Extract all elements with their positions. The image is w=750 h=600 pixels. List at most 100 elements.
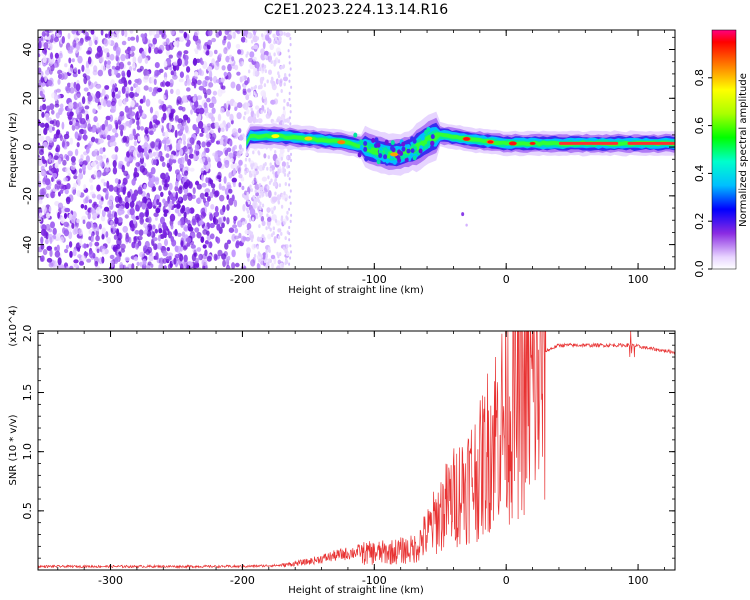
spectrogram-noise-cell	[183, 114, 189, 121]
spectrogram-noise-cell	[265, 249, 268, 254]
snr-background	[38, 331, 675, 570]
spectrogram-noise-cell	[277, 235, 281, 240]
spectrogram-noise-cell	[183, 140, 186, 145]
spectrogram-noise-cell	[198, 85, 205, 91]
spectrogram-noise-cell	[233, 182, 236, 188]
spectrogram-noise-cell	[233, 144, 237, 150]
spectrogram-noise-cell	[94, 241, 100, 247]
spectrogram-noise-cell	[217, 150, 223, 156]
spectrogram-noise-cell	[205, 51, 210, 56]
spectrogram-noise-cell	[117, 90, 121, 96]
spectrogram-noise-cell	[284, 118, 287, 123]
spectrogram-noise-cell	[243, 84, 246, 89]
spectrogram-noise-cell	[101, 248, 105, 255]
spectrogram-noise-cell	[158, 185, 162, 192]
spectrogram-noise-cell	[283, 98, 286, 103]
spectrogram-noise-cell	[264, 69, 267, 74]
spectrogram-noise-cell	[232, 224, 238, 229]
spectrogram-noise-cell	[278, 168, 284, 173]
spectrogram-noise-cell	[251, 180, 255, 185]
spectrogram-ridge-blob	[357, 152, 362, 158]
spectrogram-ridge-blob	[353, 132, 358, 138]
spectrogram-noise-cell	[90, 30, 95, 35]
spectrogram-ridge-blob	[390, 140, 395, 146]
spectrogram-noise-cell	[101, 256, 105, 264]
spectrogram-noise-cell	[139, 165, 146, 173]
spectrogram-noise-cell	[289, 43, 292, 47]
spectrogram-noise-cell	[183, 31, 188, 39]
spectrogram-noise-cell	[136, 166, 140, 172]
spectrogram-noise-cell	[219, 194, 225, 202]
spectrogram-noise-cell	[273, 236, 277, 244]
spectrogram-noise-cell	[241, 61, 244, 66]
spectrogram-noise-cell	[237, 128, 242, 134]
spectrogram-noise-cell	[53, 266, 59, 269]
spectrogram-noise-cell	[238, 134, 244, 141]
spectrogram-noise-cell	[133, 236, 137, 244]
spectrogram-noise-cell	[70, 82, 75, 88]
spectrogram-noise-cell	[66, 183, 71, 190]
spectrogram-noise-cell	[156, 87, 163, 93]
spectrogram-noise-cell	[187, 223, 192, 232]
spectrogram-noise-cell	[256, 110, 260, 118]
spectrogram-ridge-blob	[364, 156, 369, 162]
spectrogram-noise-cell	[73, 175, 78, 180]
spectrogram-noise-cell	[276, 265, 281, 269]
spectrogram-noise-cell	[153, 212, 159, 217]
spectrogram-noise-cell	[272, 226, 275, 231]
spectrogram-noise-cell	[185, 42, 190, 47]
spectrogram-noise-cell	[216, 223, 221, 231]
spectrogram-noise-cell	[144, 47, 148, 56]
spectrogram-noise-cell	[126, 112, 131, 119]
spectrogram-noise-cell	[48, 125, 53, 133]
spectrogram-noise-cell	[56, 185, 60, 190]
spectrogram-noise-cell	[163, 209, 169, 214]
colorbar-tick-label: 0.8	[693, 69, 706, 87]
spectrogram-noise-cell	[186, 87, 191, 92]
spectrogram-noise-cell	[221, 185, 226, 191]
spectrogram-noise-cell	[103, 206, 110, 212]
spectrogram-noise-cell	[279, 252, 282, 257]
spectrogram-noise-cell	[133, 256, 139, 261]
spectrogram-noise-cell	[57, 211, 60, 219]
spectrogram-noise-cell	[132, 150, 137, 157]
spectrogram-noise-cell	[128, 79, 132, 85]
spectrogram-xtick-label: 0	[503, 273, 510, 286]
spectrogram-noise-cell	[182, 194, 188, 201]
spectrogram-noise-cell	[257, 251, 261, 256]
spectrogram-noise-cell	[201, 141, 206, 148]
spectrogram-noise-cell	[57, 57, 61, 64]
spectrogram-noise-cell	[238, 159, 243, 166]
spectrogram-noise-cell	[112, 141, 117, 147]
spectrogram-noise-cell	[280, 217, 283, 222]
spectrogram-noise-cell	[242, 116, 246, 120]
spectrogram-noise-cell	[64, 189, 69, 195]
spectrogram-noise-cell	[77, 132, 82, 141]
snr-ticks: -300 -200 -100 0 100 0.5 1.0 1.5 2.0	[21, 325, 675, 587]
spectrogram-noise-cell	[205, 147, 210, 153]
spectrogram-noise-cell	[103, 38, 109, 47]
spectrogram-ridge-blob	[359, 139, 364, 145]
spectrogram-noise-cell	[263, 50, 269, 56]
spectrogram-noise-cell	[175, 203, 181, 209]
spectrogram-noise-cell	[253, 253, 257, 258]
spectrogram-noise-cell	[38, 61, 41, 66]
spectrogram-noise-cell	[135, 34, 139, 43]
spectrogram-noise-cell	[54, 52, 60, 59]
spectrogram-noise-cell	[148, 86, 153, 93]
spectrogram-noise-cell	[277, 79, 280, 84]
spectrogram-noise-cell	[249, 51, 255, 58]
spectrogram-noise-cell	[126, 69, 131, 78]
spectrogram-noise-cell	[122, 135, 128, 143]
spectrogram-noise-cell	[114, 132, 119, 138]
spectrogram-noise-cell	[276, 39, 279, 44]
spectrogram-noise-cell	[105, 167, 110, 173]
snr-xtick-label: -300	[98, 574, 123, 587]
spectrogram-noise-cell	[270, 99, 276, 105]
spectrogram-noise-cell	[83, 243, 88, 249]
spectrogram-noise-cell	[204, 249, 208, 257]
spectrogram-ridge-core	[627, 141, 675, 145]
spectrogram-noise-cell	[252, 35, 258, 43]
spectrogram-noise-cell	[249, 218, 252, 222]
